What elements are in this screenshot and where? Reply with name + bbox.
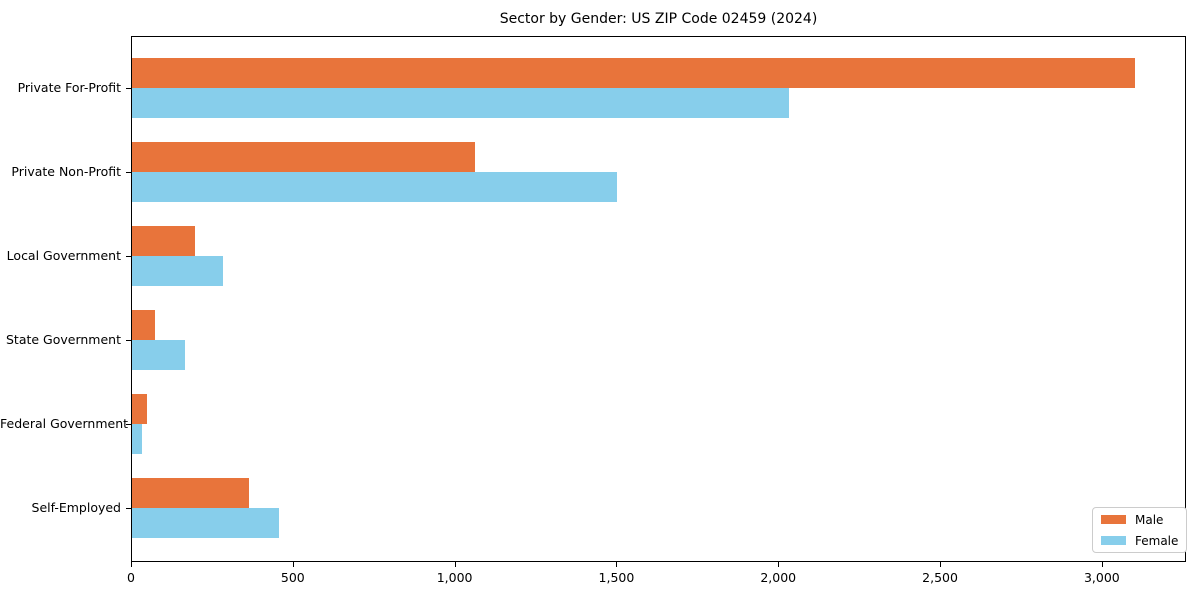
bar-female-1	[132, 172, 617, 202]
xtick-label-2: 1,000	[436, 570, 473, 585]
xtick-mark-0	[131, 562, 132, 567]
ytick-label-1: Private Non-Profit	[11, 164, 121, 179]
legend: Male Female	[1092, 507, 1188, 553]
legend-item-male: Male	[1101, 513, 1178, 527]
ytick-mark-4	[126, 424, 131, 425]
legend-item-female: Female	[1101, 534, 1178, 548]
xtick-label-0: 0	[127, 570, 135, 585]
bar-female-3	[132, 340, 185, 370]
ytick-label-4: Federal Government	[0, 416, 129, 431]
ytick-mark-3	[126, 340, 131, 341]
bar-male-2	[132, 226, 195, 256]
ytick-mark-1	[126, 172, 131, 173]
ytick-mark-2	[126, 256, 131, 257]
xtick-label-3: 1,500	[598, 570, 635, 585]
xtick-mark-3	[616, 562, 618, 567]
bar-male-0	[132, 58, 1135, 88]
ytick-label-3: State Government	[5, 332, 121, 347]
bar-female-5	[132, 508, 279, 538]
bar-female-4	[132, 424, 142, 454]
bar-male-3	[132, 310, 155, 340]
plot-area	[131, 36, 1186, 562]
ytick-label-5: Self-Employed	[31, 500, 121, 515]
ytick-mark-0	[126, 88, 131, 89]
xtick-mark-6	[1101, 562, 1103, 567]
xtick-mark-1	[292, 562, 294, 567]
bar-female-0	[132, 88, 789, 118]
chart-title: Sector by Gender: US ZIP Code 02459 (202…	[499, 11, 818, 27]
bar-female-2	[132, 256, 223, 286]
xtick-label-5: 2,500	[922, 570, 958, 585]
legend-swatch-male	[1101, 515, 1126, 524]
xtick-mark-4	[778, 562, 780, 567]
legend-label-male: Male	[1135, 512, 1164, 527]
bar-male-1	[132, 142, 475, 172]
ytick-label-0: Private For-Profit	[17, 80, 121, 95]
bar-male-5	[132, 478, 249, 508]
xtick-mark-2	[454, 562, 456, 567]
bar-male-4	[132, 394, 147, 424]
xtick-label-4: 2,000	[760, 570, 797, 585]
ytick-mark-5	[126, 508, 131, 509]
legend-label-female: Female	[1135, 533, 1179, 548]
ytick-label-2: Local Government	[6, 248, 121, 263]
legend-swatch-female	[1101, 536, 1126, 545]
xtick-label-6: 3,000	[1083, 570, 1120, 585]
xtick-label-1: 500	[280, 570, 305, 585]
xtick-mark-5	[940, 562, 942, 567]
